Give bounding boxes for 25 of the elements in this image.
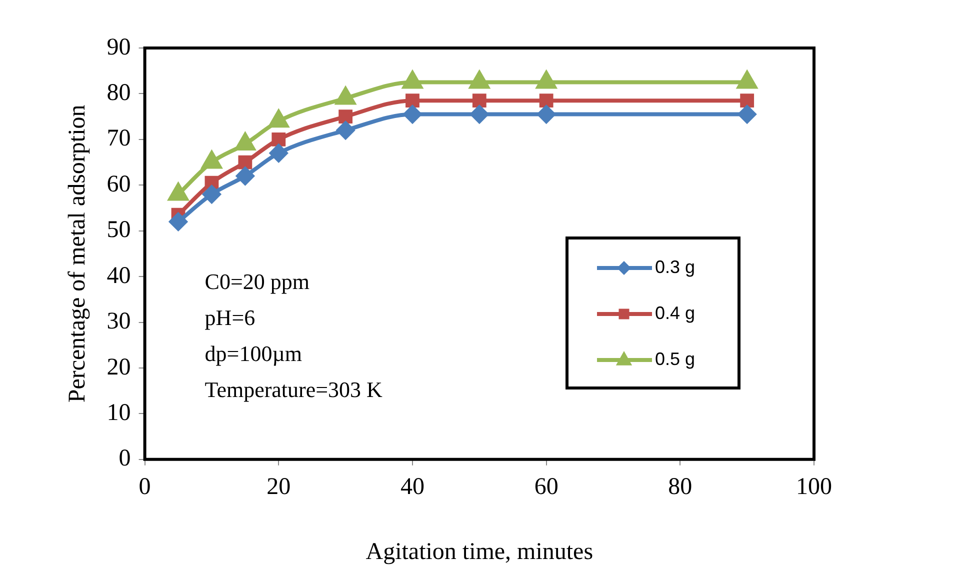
y-tick-label: 40 — [106, 262, 131, 289]
x-tick-label: 40 — [400, 474, 424, 500]
x-axis-title: Agitation time, minutes — [366, 538, 594, 565]
annotation: dp=100µm — [204, 340, 302, 366]
y-tick-label: 50 — [106, 217, 131, 244]
annotation: C0=20 ppm — [204, 268, 310, 294]
y-tick-label: 60 — [106, 171, 131, 198]
y-tick-label: 70 — [106, 126, 131, 152]
x-tick-label: 20 — [266, 474, 291, 500]
x-tick-label: 0 — [138, 474, 151, 500]
y-tick-label: 10 — [106, 400, 131, 426]
x-tick-label: 60 — [534, 474, 558, 500]
x-tick-label: 100 — [796, 474, 832, 500]
annotation: pH=6 — [204, 304, 256, 330]
y-tick-label: 30 — [106, 308, 131, 335]
legend-label: 0.3 g — [655, 256, 696, 277]
legend-label: 0.5 g — [655, 348, 696, 369]
y-tick-label: 0 — [118, 446, 131, 472]
legend-label: 0.4 g — [655, 302, 696, 323]
annotation: Temperature=303 K — [204, 376, 383, 402]
y-tick-label: 80 — [106, 80, 131, 106]
y-tick-label: 20 — [106, 354, 131, 380]
y-tick-label: 90 — [106, 34, 131, 60]
x-tick-label: 80 — [668, 474, 692, 500]
y-axis-title: Percentage of metal adsorption — [64, 104, 91, 403]
